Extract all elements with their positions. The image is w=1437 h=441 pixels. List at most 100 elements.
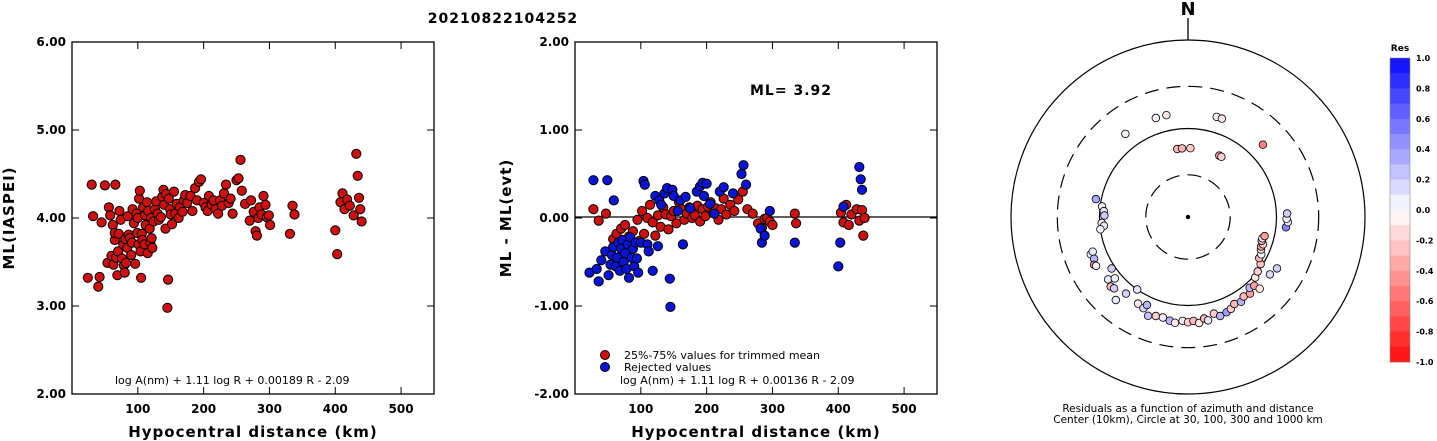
- data-point: [86, 179, 97, 190]
- colorbar-tick-label: -0.8: [1416, 328, 1434, 337]
- data-point: [633, 267, 644, 278]
- data-point: [718, 182, 729, 193]
- residual-point: [1100, 211, 1109, 220]
- x-tick-label: 500: [892, 402, 917, 416]
- distance-ring: [1145, 174, 1231, 260]
- data-point: [652, 241, 664, 252]
- colorbar-tick-label: -1.0: [1416, 358, 1434, 367]
- data-point: [162, 302, 173, 313]
- x-tick-label: 100: [125, 402, 150, 416]
- magnitude-vs-distance-panel: 2.00 3.00 4.00 5.00 6.00 100 200 300 400 500 ML(I…: [0, 35, 435, 441]
- data-point: [647, 265, 658, 276]
- data-point: [251, 230, 262, 241]
- residual-point: [1133, 299, 1143, 308]
- data-point: [119, 267, 130, 278]
- epicenter-marker: [1185, 214, 1191, 220]
- x-tick-label: 200: [191, 402, 216, 416]
- data-point: [855, 174, 866, 185]
- y-tick-label: 2.00: [36, 387, 66, 401]
- residual-point: [1258, 140, 1268, 149]
- residual-point: [1272, 264, 1282, 273]
- data-point: [220, 179, 232, 190]
- data-point: [348, 210, 359, 221]
- residual-points: [584, 160, 870, 312]
- distance-ring: [1098, 127, 1278, 307]
- residual-point: [1151, 311, 1160, 321]
- residual-point: [1096, 225, 1105, 234]
- colorbar-cell: [1390, 179, 1410, 196]
- legend-marker-accepted: [600, 350, 610, 360]
- data-point: [356, 216, 367, 227]
- data-point: [330, 225, 341, 236]
- north-label: N: [1180, 0, 1195, 20]
- data-point: [631, 253, 643, 264]
- colorbar-cell: [1390, 270, 1410, 287]
- data-point: [854, 161, 865, 173]
- data-point: [639, 179, 650, 190]
- legend-label-accepted: 25%-75% values for trimmed mean: [624, 349, 820, 362]
- colorbar-title: Res: [1391, 44, 1409, 54]
- data-point: [588, 204, 599, 215]
- data-point: [843, 219, 854, 231]
- data-point: [344, 200, 355, 211]
- data-point: [736, 168, 747, 180]
- data-point: [236, 185, 247, 196]
- residual-point: [1162, 110, 1171, 120]
- data-point: [741, 179, 752, 190]
- data-point: [680, 191, 691, 202]
- residual-point: [1132, 285, 1142, 294]
- colorbar-cell: [1390, 225, 1410, 241]
- data-point: [602, 175, 613, 186]
- data-point: [639, 228, 650, 239]
- x-tick-label: 200: [694, 402, 719, 416]
- residual-colorbar: Res 1.0 0.8 0.6 0.4 0.2 0.0 -0.2 -0.4 -0.6 -0.8 -1…: [1389, 44, 1434, 367]
- colorbar-tick-label: 1.0: [1416, 54, 1431, 63]
- data-point: [644, 199, 656, 210]
- residual-point: [1107, 264, 1116, 273]
- x-axis-title: Hypocentral distance (km): [128, 423, 378, 441]
- axis-ticks: 2.00 3.00 4.00 5.00 6.00 100 200 300 400 500: [36, 35, 434, 416]
- azimuth-residual-panel: N Residuals as a function of azimuth and…: [1010, 0, 1366, 426]
- data-point: [352, 170, 363, 181]
- data-point: [665, 301, 676, 312]
- residual-point: [1121, 129, 1130, 139]
- data-point: [698, 190, 710, 202]
- data-point: [591, 263, 602, 275]
- data-point: [284, 228, 295, 239]
- data-point: [168, 186, 180, 197]
- data-point: [141, 197, 153, 208]
- data-point: [163, 274, 174, 285]
- data-point: [351, 148, 362, 159]
- distance-rings: [1010, 39, 1366, 395]
- colorbar-tick-label: 0.4: [1416, 145, 1431, 154]
- residual-point: [1151, 113, 1160, 123]
- colorbar-cell: [1390, 118, 1410, 135]
- data-point: [114, 205, 125, 217]
- data-point: [656, 199, 667, 210]
- residual-point: [1088, 247, 1097, 256]
- data-point: [105, 210, 116, 221]
- data-point: [355, 204, 366, 215]
- colorbar-cell: [1390, 58, 1410, 74]
- y-tick-label: 5.00: [36, 123, 66, 137]
- data-point: [664, 273, 675, 284]
- x-tick-label: 400: [323, 402, 348, 416]
- data-point: [647, 217, 658, 228]
- data-point: [110, 179, 121, 190]
- data-point: [163, 193, 174, 204]
- data-point: [789, 237, 800, 248]
- caption-line-1: Residuals as a function of azimuth and d…: [1062, 403, 1313, 415]
- distance-ring: [1010, 39, 1366, 395]
- data-point: [747, 208, 758, 219]
- colorbar-cell: [1390, 286, 1410, 302]
- data-point: [759, 230, 770, 241]
- colorbar-cell: [1390, 164, 1410, 180]
- residual-point: [1217, 152, 1226, 161]
- y-axis-title: ML(IASPEI): [0, 166, 18, 269]
- colorbar-tick-label: -0.4: [1416, 267, 1434, 276]
- residual-point: [1091, 194, 1101, 204]
- residual-point: [1121, 289, 1131, 298]
- data-point: [227, 208, 238, 219]
- residual-point: [1091, 261, 1101, 271]
